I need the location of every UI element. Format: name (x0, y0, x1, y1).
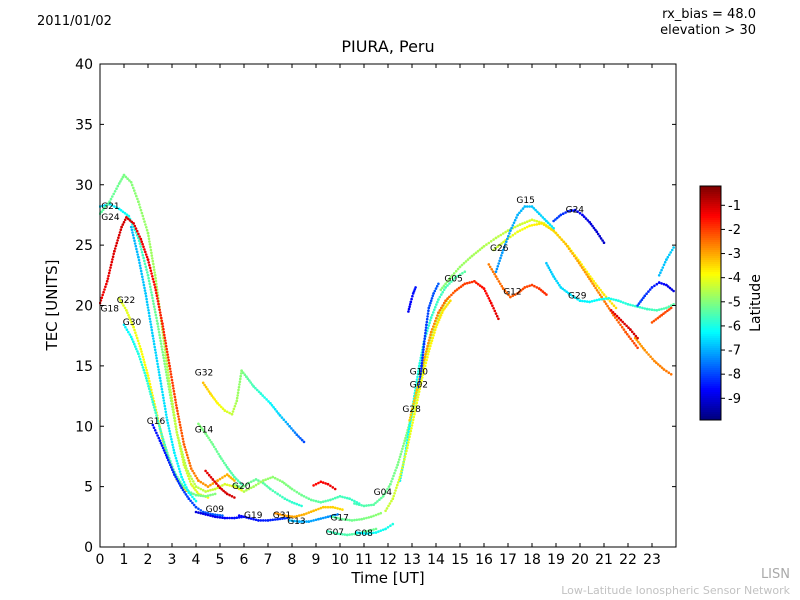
svg-text:9: 9 (312, 552, 321, 568)
watermark-lisn: LISN (760, 567, 790, 582)
svg-text:2: 2 (144, 552, 153, 568)
svg-text:G31: G31 (273, 511, 291, 521)
svg-text:-5: -5 (728, 295, 741, 310)
svg-text:25: 25 (75, 238, 93, 254)
elevation-text: elevation > 30 (660, 23, 756, 38)
chart-title: PIURA, Peru (341, 37, 435, 56)
svg-text:-8: -8 (728, 368, 741, 383)
svg-text:6: 6 (240, 552, 249, 568)
svg-text:G22: G22 (117, 296, 135, 306)
svg-text:19: 19 (547, 552, 565, 568)
svg-text:G24: G24 (101, 213, 120, 223)
svg-text:G30: G30 (123, 318, 142, 328)
svg-text:-9: -9 (728, 392, 741, 407)
svg-text:23: 23 (643, 552, 661, 568)
svg-text:G24: G24 (566, 206, 585, 216)
svg-text:12: 12 (379, 552, 397, 568)
svg-text:-2: -2 (728, 223, 741, 238)
svg-text:G04: G04 (374, 488, 393, 498)
svg-text:G09: G09 (206, 505, 225, 515)
svg-text:13: 13 (403, 552, 421, 568)
date-text: 2011/01/02 (37, 14, 112, 29)
svg-text:14: 14 (427, 552, 445, 568)
svg-text:20: 20 (75, 299, 93, 315)
svg-text:G28: G28 (402, 405, 421, 415)
svg-text:0: 0 (96, 552, 105, 568)
svg-text:G10: G10 (410, 367, 429, 377)
svg-text:G20: G20 (232, 482, 251, 492)
svg-text:40: 40 (75, 57, 93, 73)
watermark-network: Low-Latitude Ionospheric Sensor Network (561, 584, 790, 597)
svg-text:0: 0 (84, 540, 93, 556)
colorbar-label: Latitude (748, 274, 764, 332)
svg-text:10: 10 (331, 552, 349, 568)
svg-text:G13: G13 (287, 517, 305, 527)
svg-text:G12: G12 (503, 288, 521, 298)
svg-text:G05: G05 (444, 274, 462, 284)
svg-text:1: 1 (120, 552, 129, 568)
svg-text:G16: G16 (147, 417, 166, 427)
svg-text:G15: G15 (516, 196, 534, 206)
svg-text:G02: G02 (410, 381, 428, 391)
plot-frame (99, 63, 677, 548)
svg-text:5: 5 (84, 480, 93, 496)
svg-text:-4: -4 (728, 271, 741, 286)
rx-bias-text: rx_bias = 48.0 (662, 7, 756, 22)
x-axis-label: Time [UT] (351, 569, 425, 587)
svg-text:G08: G08 (354, 529, 373, 539)
svg-text:G14: G14 (195, 425, 214, 435)
svg-text:8: 8 (288, 552, 297, 568)
svg-text:15: 15 (75, 359, 93, 375)
svg-text:-6: -6 (728, 319, 741, 334)
svg-text:15: 15 (451, 552, 469, 568)
svg-text:16: 16 (475, 552, 493, 568)
svg-text:5: 5 (216, 552, 225, 568)
svg-text:17: 17 (499, 552, 517, 568)
svg-text:-1: -1 (728, 199, 741, 214)
svg-text:G29: G29 (568, 291, 587, 301)
x-axis-ticks: 0 1 2 3 4 5 6 7 8 9 10 11 12 13 14 15 16 17 18 19 20 21 22 23 (96, 64, 661, 568)
svg-text:G19: G19 (244, 511, 263, 521)
svg-text:3: 3 (168, 552, 177, 568)
svg-text:21: 21 (595, 552, 613, 568)
y-axis-ticks: 0 5 10 15 20 25 30 35 40 (75, 57, 676, 556)
svg-text:4: 4 (192, 552, 201, 568)
svg-text:30: 30 (75, 178, 93, 194)
svg-text:10: 10 (75, 419, 93, 435)
svg-text:35: 35 (75, 117, 93, 133)
svg-text:-3: -3 (728, 247, 741, 262)
svg-text:G26: G26 (490, 244, 509, 254)
y-axis-label: TEC [UNITS] (43, 259, 61, 351)
svg-text:G18: G18 (101, 305, 120, 315)
series-dots (99, 173, 675, 537)
svg-text:G07: G07 (326, 528, 344, 538)
svg-text:G32: G32 (195, 369, 213, 379)
svg-text:7: 7 (264, 552, 273, 568)
svg-text:-7: -7 (728, 344, 741, 359)
svg-text:20: 20 (571, 552, 589, 568)
svg-text:11: 11 (355, 552, 373, 568)
svg-text:G17: G17 (330, 513, 348, 523)
svg-text:22: 22 (619, 552, 637, 568)
svg-text:18: 18 (523, 552, 541, 568)
svg-text:G21: G21 (101, 202, 119, 212)
colorbar: -1 -2 -3 -4 -5 -6 -7 -8 -9 (699, 185, 741, 421)
